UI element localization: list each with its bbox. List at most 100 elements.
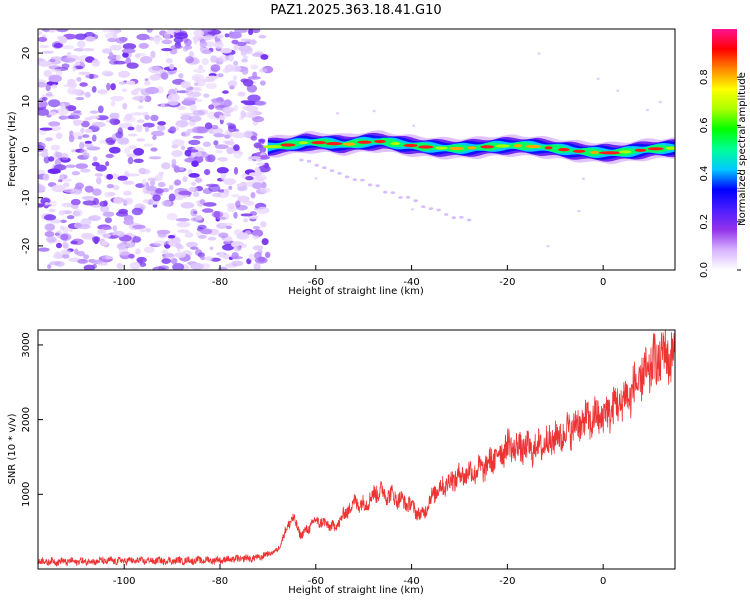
noise-blob xyxy=(119,122,133,129)
noise-blob xyxy=(171,139,185,147)
noise-blob xyxy=(41,96,48,101)
noise-blob xyxy=(127,126,135,131)
noise-blob xyxy=(48,111,57,116)
noise-blob xyxy=(596,77,600,81)
noise-blob xyxy=(74,248,79,255)
noise-blob xyxy=(233,104,238,112)
noise-blob xyxy=(44,231,55,238)
noise-blob xyxy=(162,254,167,260)
noise-blob xyxy=(258,155,271,160)
noise-blob xyxy=(125,242,135,248)
noise-blob xyxy=(78,71,91,76)
noise-blob xyxy=(56,29,69,33)
noise-blob xyxy=(191,181,197,186)
colorbar-tick-label: 0.0 xyxy=(699,262,710,278)
noise-blob xyxy=(239,243,248,249)
noise-blob xyxy=(207,236,217,241)
noise-blob xyxy=(202,141,211,148)
noise-blob xyxy=(72,66,77,72)
noise-blob xyxy=(222,107,235,112)
noise-blob xyxy=(194,177,203,183)
noise-blob xyxy=(105,153,114,159)
noise-blob xyxy=(201,208,214,213)
noise-blob xyxy=(48,121,61,127)
noise-blob xyxy=(104,32,116,39)
x-tick-label: -40 xyxy=(403,576,419,587)
noise-blob xyxy=(110,95,125,102)
noise-blob xyxy=(241,58,248,63)
noise-blob xyxy=(265,251,271,258)
noise-blob xyxy=(51,84,58,89)
noise-blob xyxy=(191,160,199,167)
noise-blob xyxy=(211,124,219,130)
trace-dot xyxy=(322,166,327,170)
signal-track-core xyxy=(599,151,621,155)
noise-blob xyxy=(411,208,415,211)
noise-blob xyxy=(38,81,47,88)
noise-blob xyxy=(237,91,246,97)
noise-blob xyxy=(190,208,198,217)
noise-blob xyxy=(133,158,144,163)
noise-blob xyxy=(45,137,53,142)
noise-blob xyxy=(164,252,175,260)
noise-blob xyxy=(223,99,232,107)
signal-track-core xyxy=(390,141,401,146)
colorbar-label: Normalized spectral amplitude xyxy=(737,72,748,226)
noise-blob xyxy=(66,51,72,56)
noise-blob xyxy=(195,98,203,103)
noise-blob xyxy=(255,174,267,181)
noise-blob xyxy=(130,89,139,96)
noise-blob xyxy=(151,130,165,137)
noise-blob xyxy=(243,201,255,206)
noise-blob xyxy=(240,213,253,217)
noise-blob xyxy=(249,39,257,45)
x-tick-label: -20 xyxy=(499,576,515,587)
y-tick-label: -10 xyxy=(21,190,32,206)
trace-dot xyxy=(375,184,380,188)
signal-track xyxy=(263,130,675,165)
signal-track-core xyxy=(590,150,599,154)
noise-blob xyxy=(161,249,169,255)
noise-blob xyxy=(48,200,58,207)
noise-blob xyxy=(250,135,257,141)
noise-blob xyxy=(99,204,110,213)
trace-dot xyxy=(421,205,426,209)
noise-blob xyxy=(228,31,242,39)
noise-blob xyxy=(80,232,94,238)
noise-blob xyxy=(195,151,203,157)
snr-x-axis: -100 -80 -60 -40 -20 0 xyxy=(113,564,606,587)
y-tick-label: -20 xyxy=(21,238,32,254)
noise-blob xyxy=(128,145,137,150)
noise-blob xyxy=(55,151,63,158)
noise-blob xyxy=(73,119,84,124)
noise-blob xyxy=(200,228,213,235)
noise-blob xyxy=(122,43,137,50)
trace-dot xyxy=(329,169,335,173)
y-tick-label: 1000 xyxy=(21,482,32,507)
trace-dot xyxy=(413,199,418,203)
noise-blob xyxy=(203,93,210,98)
noise-blob xyxy=(218,252,225,258)
noise-blob xyxy=(58,210,65,216)
noise-blob xyxy=(95,164,107,172)
noise-blob xyxy=(113,196,124,205)
noise-blob xyxy=(210,64,221,72)
noise-blob xyxy=(155,174,163,182)
noise-blob xyxy=(214,144,229,150)
noise-blob xyxy=(92,156,98,162)
noise-blob xyxy=(115,37,127,44)
faint-trace xyxy=(299,158,472,222)
noise-blob xyxy=(209,246,214,250)
noise-blob xyxy=(170,45,183,50)
noise-blob xyxy=(229,85,235,90)
noise-blob xyxy=(233,167,239,175)
noise-blob xyxy=(91,121,106,128)
signal-track-core xyxy=(544,146,553,150)
noise-blob xyxy=(203,35,214,41)
signal-track-core xyxy=(434,146,448,150)
noise-blob xyxy=(188,115,202,122)
signal-track-core xyxy=(298,141,309,145)
noise-blob xyxy=(135,53,147,56)
noise-blob xyxy=(123,219,134,226)
